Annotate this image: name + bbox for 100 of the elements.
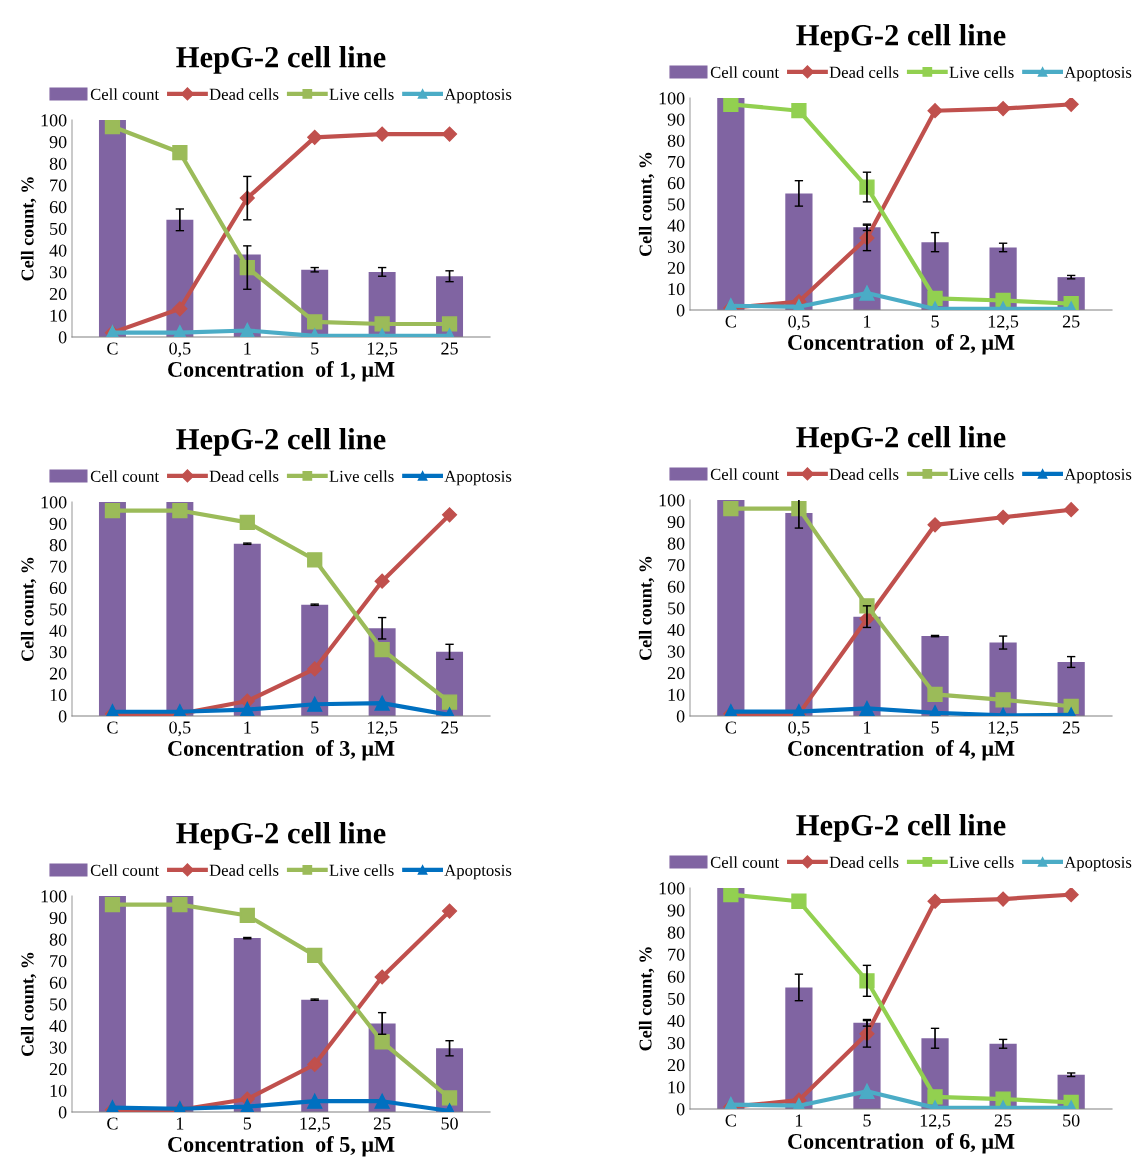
y-tick-label: 100: [659, 882, 685, 895]
x-axis-title: Concentration of 4, μM: [788, 740, 1015, 761]
y-tick-label: 0: [58, 331, 67, 344]
x-tick-label: 12,5: [300, 1117, 330, 1133]
x-tick-label: 5: [931, 315, 939, 328]
x-tick-label: 25: [994, 1114, 1012, 1127]
legend-label: Apoptosis: [444, 88, 512, 104]
y-tick-label: 90: [667, 515, 685, 529]
y-tick-label: 100: [41, 890, 67, 903]
y-tick-label: 40: [49, 1019, 67, 1033]
y-tick-label: 60: [49, 976, 67, 989]
y-tick-label: 50: [50, 603, 67, 616]
y-tick-label: 70: [668, 155, 685, 169]
y-tick-label: 90: [667, 113, 685, 126]
y-tick-label: 90: [49, 517, 67, 530]
x-tick-label: 25: [373, 1117, 391, 1130]
y-tick-label: 70: [668, 559, 685, 572]
legend-label: Apoptosis: [444, 864, 512, 880]
x-tick-label: 12,5: [988, 721, 1019, 737]
x-tick-label: 25: [441, 721, 458, 734]
y-tick-label: 80: [49, 933, 67, 946]
legend-label: Cell count: [710, 66, 780, 78]
x-tick-label: 12,5: [988, 315, 1019, 331]
y-tick-label: 10: [668, 688, 685, 701]
y-tick-label: 10: [50, 309, 67, 322]
y-tick-label: 100: [659, 494, 685, 507]
x-axis-title: Concentration of 6, μM: [788, 1133, 1015, 1154]
chart-title: HepG-2 cell line: [796, 24, 1006, 52]
x-tick-label: 1: [864, 721, 871, 734]
y-axis-title: Cell count, %: [20, 952, 37, 1057]
y-tick-label: 0: [676, 1103, 685, 1116]
x-tick-label: 0,5: [169, 721, 191, 737]
x-tick-label: C: [107, 721, 118, 734]
x-axis-title: Concentration of 5, μM: [168, 1136, 395, 1157]
y-tick-label: 50: [668, 602, 685, 615]
y-tick-label: 60: [667, 177, 685, 190]
x-tick-label: C: [725, 315, 736, 328]
y-axis-title: Cell count, %: [20, 177, 37, 281]
x-tick-label: C: [107, 1117, 118, 1130]
legend-label: Apoptosis: [1064, 468, 1132, 484]
chart-title: HepG-2 cell line: [176, 428, 386, 456]
x-tick-label: 0,5: [788, 315, 810, 331]
y-tick-label: 30: [49, 646, 67, 659]
y-tick-label: 30: [667, 645, 685, 658]
legend-label: Cell count: [90, 88, 160, 100]
legend-label: Dead cells: [829, 66, 899, 78]
y-tick-label: 70: [50, 560, 67, 573]
y-tick-label: 40: [667, 623, 685, 637]
y-tick-label: 60: [49, 581, 67, 595]
y-tick-label: 20: [49, 667, 67, 680]
legend-label: Dead cells: [829, 856, 899, 868]
y-axis-title: Cell count, %: [638, 152, 655, 257]
x-tick-label: 1: [244, 342, 251, 355]
y-tick-label: 20: [49, 287, 67, 301]
y-tick-label: 60: [667, 580, 685, 593]
y-tick-label: 90: [49, 911, 67, 925]
y-tick-label: 70: [50, 179, 67, 192]
legend-label: Live cells: [329, 88, 394, 100]
y-tick-label: 60: [49, 201, 67, 214]
y-tick-label: 70: [668, 948, 685, 961]
y-tick-label: 60: [667, 970, 685, 983]
y-axis-title: Cell count, %: [638, 556, 655, 661]
y-tick-label: 20: [667, 1059, 685, 1072]
x-tick-label: 5: [311, 721, 319, 734]
y-tick-label: 10: [50, 688, 67, 702]
legend-label: Cell count: [90, 864, 160, 876]
y-tick-label: 10: [668, 1081, 685, 1094]
legend-label: Live cells: [329, 470, 394, 482]
chart-title: HepG-2 cell line: [796, 426, 1006, 454]
x-tick-label: C: [725, 721, 736, 734]
y-tick-label: 20: [667, 261, 685, 275]
y-tick-label: 100: [659, 92, 685, 105]
x-axis-title: Concentration of 3, μM: [168, 740, 395, 761]
y-tick-label: 100: [41, 496, 67, 509]
x-axis-title: Concentration of 1, μM: [168, 361, 395, 382]
x-tick-label: C: [107, 342, 118, 355]
y-tick-label: 80: [49, 157, 67, 170]
y-tick-label: 40: [49, 244, 67, 257]
y-tick-label: 50: [50, 222, 67, 235]
y-tick-label: 30: [667, 1036, 685, 1050]
x-tick-label: 1: [795, 1114, 803, 1127]
y-tick-label: 80: [667, 926, 685, 939]
legend-label: Live cells: [949, 856, 1014, 868]
y-axis-title: Cell count, %: [638, 947, 655, 1051]
legend-label: Cell count: [710, 468, 780, 480]
legend-label: Dead cells: [209, 88, 279, 100]
x-tick-label: 5: [931, 721, 939, 734]
y-tick-label: 0: [676, 710, 685, 723]
y-tick-label: 100: [41, 114, 67, 127]
x-tick-label: 50: [1063, 1114, 1080, 1127]
x-axis-title: Concentration of 2, μM: [788, 334, 1015, 355]
y-tick-label: 90: [667, 904, 685, 917]
legend-label: Live cells: [949, 66, 1014, 78]
y-tick-label: 10: [668, 283, 685, 296]
y-tick-label: 90: [49, 135, 67, 149]
y-tick-label: 50: [50, 998, 67, 1011]
y-tick-label: 10: [50, 1084, 67, 1097]
legend-label: Apoptosis: [1064, 66, 1132, 82]
y-tick-label: 80: [49, 539, 67, 552]
y-tick-label: 0: [58, 1106, 67, 1119]
